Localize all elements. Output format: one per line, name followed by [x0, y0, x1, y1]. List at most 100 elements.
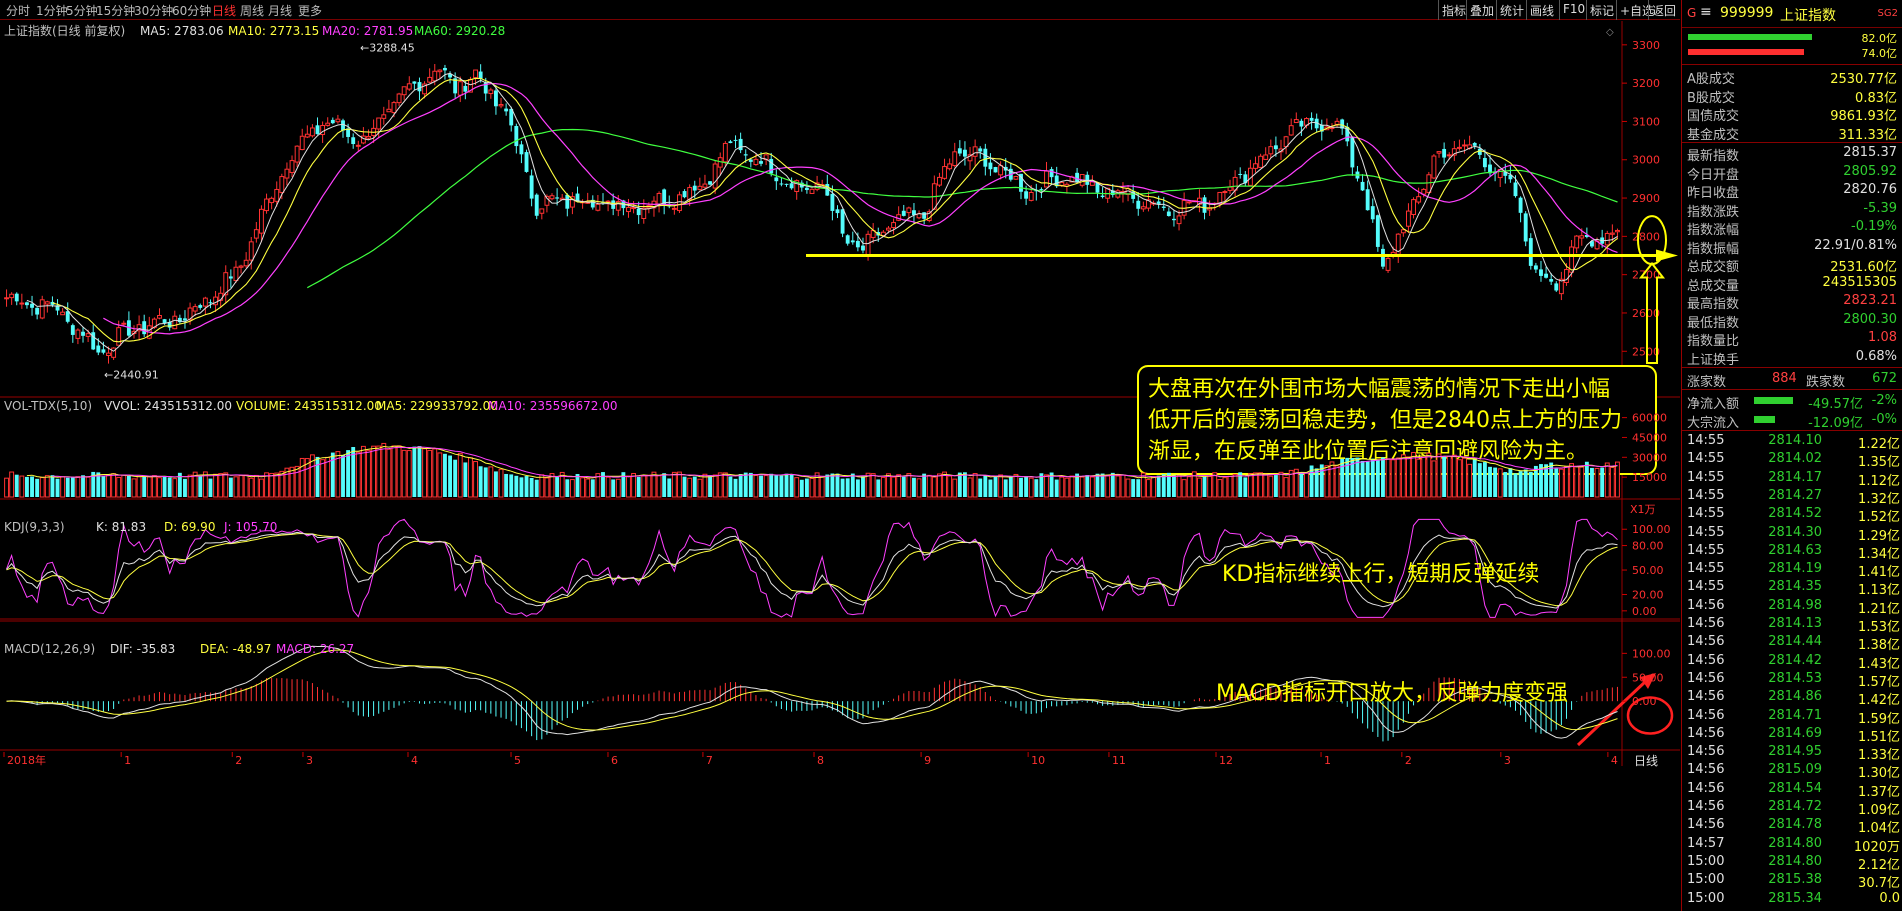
tool-separator	[1496, 0, 1497, 20]
candle-body	[1013, 176, 1019, 180]
volume-bar	[1544, 464, 1549, 497]
candle-body	[1406, 210, 1411, 227]
tick-price: 2814.53	[1768, 670, 1822, 686]
candle	[355, 140, 361, 152]
tool-button-0[interactable]: 指标	[1442, 4, 1467, 18]
volume-bar	[391, 445, 397, 498]
volume-bar	[1477, 463, 1482, 497]
period-tab-2[interactable]: 5分钟	[66, 4, 98, 18]
capital-bar	[1688, 34, 1812, 40]
candle-body	[738, 138, 743, 151]
candle-body	[636, 208, 641, 216]
tick-price: 2814.80	[1768, 853, 1822, 869]
candle	[1202, 194, 1207, 220]
candle-body	[172, 315, 178, 330]
period-tab-5[interactable]: 60分钟	[172, 4, 212, 18]
candle	[1049, 166, 1054, 186]
volume-bar	[1446, 455, 1452, 498]
period-tab-1[interactable]: 1分钟	[36, 4, 68, 18]
candle	[733, 135, 738, 149]
tool-button-2[interactable]: 统计	[1500, 4, 1525, 18]
candle-body	[1059, 181, 1065, 186]
candle	[65, 302, 70, 324]
candle-body	[1488, 164, 1492, 174]
volume-bar	[253, 474, 259, 498]
tick-row: 14:55 2814.19 1.41亿	[1682, 560, 1902, 580]
candle-body	[136, 324, 142, 332]
candle-body	[1462, 144, 1467, 147]
tool-button-1[interactable]: 叠加	[1470, 4, 1495, 18]
tick-row: 14:55 2814.02 1.35亿	[1682, 450, 1902, 470]
candle-body	[784, 183, 789, 185]
volume-bar	[1355, 457, 1360, 497]
tool-button-5[interactable]: 标记	[1590, 4, 1615, 18]
period-tab-0[interactable]: 分时	[6, 4, 31, 18]
volume-bar	[457, 452, 463, 498]
volume-bar	[453, 459, 458, 497]
volume-bar	[722, 472, 728, 498]
candle	[662, 188, 667, 215]
tick-volume: 1.38亿	[1858, 638, 1900, 654]
candle	[549, 193, 555, 201]
tick-volume: 1.53亿	[1858, 620, 1900, 635]
chart-svg[interactable]: 250026002700280029003000310032003300←328…	[0, 21, 1680, 911]
candle-body	[865, 233, 871, 256]
volume-bar	[493, 471, 498, 497]
volume-bar	[1421, 455, 1427, 498]
candle-body	[555, 197, 560, 199]
period-tab-6[interactable]: 日线	[212, 4, 237, 18]
chart-area[interactable]: 2500 2600 2700 2800 2900 3000 3100 3200 3300 ←328…	[0, 21, 1680, 911]
candle-body	[1564, 269, 1569, 283]
volume-bar	[335, 451, 341, 498]
candle-body	[9, 293, 15, 299]
tick-time: 14:56	[1687, 799, 1725, 814]
volume-bar	[886, 473, 891, 498]
menu-icon[interactable]: ≡	[1700, 4, 1712, 20]
period-tab-4[interactable]: 30分钟	[134, 4, 174, 18]
candle-body	[463, 85, 468, 92]
candle-body	[233, 266, 239, 282]
volume-bar	[1604, 462, 1610, 498]
volume-bar	[743, 472, 748, 497]
candle	[39, 295, 45, 320]
volume-bar	[473, 461, 478, 498]
volume-bar	[488, 466, 494, 498]
tick-row: 14:56 2814.13 1.53亿	[1682, 615, 1902, 635]
candle	[483, 77, 488, 102]
candle	[840, 208, 845, 238]
volume-bar	[850, 473, 855, 497]
tool-button-3[interactable]: 画线	[1530, 4, 1555, 18]
tick-row: 14:57 2814.80 1020万	[1682, 835, 1902, 855]
volume-bar	[728, 476, 733, 497]
candle-body	[121, 322, 127, 325]
volume-bar	[55, 478, 60, 497]
quote-label: 上证换手	[1687, 352, 1740, 368]
tick-volume: 1.30亿	[1858, 766, 1900, 782]
volume-bar	[1079, 476, 1085, 498]
flow-bar	[1754, 397, 1793, 404]
period-tab-7[interactable]: 周线	[240, 4, 265, 18]
candle-body	[35, 307, 40, 315]
tool-button-4[interactable]: F10	[1563, 2, 1586, 16]
candle	[962, 141, 967, 166]
tool-separator	[1616, 0, 1617, 20]
tool-button-6[interactable]: +自选	[1620, 4, 1655, 18]
candle	[233, 260, 239, 283]
candle-body	[183, 318, 187, 321]
tool-button-7[interactable]: 返回	[1652, 4, 1677, 18]
volume-bar	[957, 472, 962, 497]
period-tab-8[interactable]: 月线	[268, 4, 293, 18]
candle	[1554, 281, 1559, 292]
kdj-annotation: KD指标继续上行，短期反弹延续	[1222, 562, 1539, 587]
volume-bar	[687, 477, 693, 498]
vol-y-label: 30000	[1632, 451, 1667, 464]
period-tab-9[interactable]: 更多	[298, 4, 323, 18]
candle-body	[346, 128, 351, 137]
high-label: ←3288.45	[360, 41, 415, 54]
tick-time: 15:00	[1687, 872, 1725, 888]
volume-bar	[1436, 453, 1442, 498]
panel-options-icon[interactable]: ◇	[1606, 27, 1614, 38]
candle-body	[1528, 238, 1533, 266]
period-tab-3[interactable]: 15分钟	[96, 4, 136, 18]
candle-body	[253, 229, 259, 239]
